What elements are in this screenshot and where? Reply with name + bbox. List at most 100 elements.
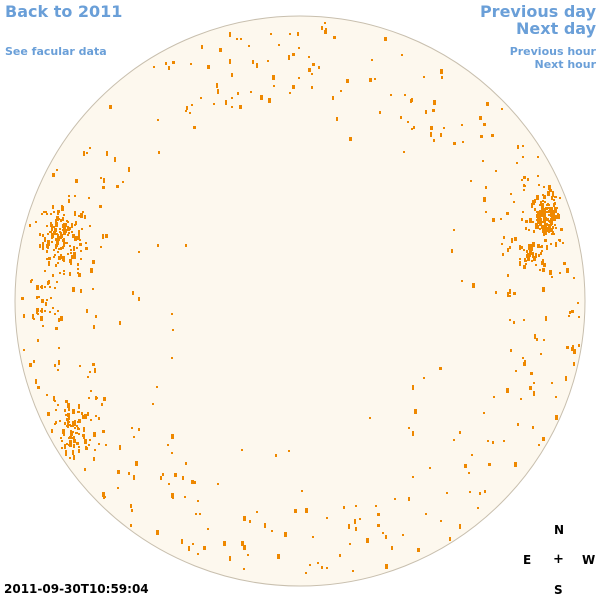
facula-dot <box>51 233 53 238</box>
facula-dot <box>181 539 183 544</box>
facula-dot <box>472 283 475 288</box>
facula-dot <box>548 207 550 209</box>
facula-dot <box>167 444 169 446</box>
facula-dot <box>185 462 187 465</box>
observation-timestamp: 2011-09-30T10:59:04 <box>4 582 149 596</box>
facula-dot <box>578 344 580 347</box>
facula-dot <box>527 253 530 256</box>
previous-day-link[interactable]: Previous day <box>479 2 596 21</box>
facula-dot <box>81 228 83 230</box>
facula-dot <box>539 269 541 271</box>
facula-dot <box>60 219 62 222</box>
facula-dot <box>74 195 76 197</box>
next-day-link[interactable]: Next day <box>516 19 596 38</box>
facula-dot <box>54 423 56 425</box>
facula-dot <box>54 313 56 315</box>
facula-dot <box>410 99 412 103</box>
facula-dot <box>69 440 72 445</box>
facula-dot <box>71 223 73 228</box>
facula-dot <box>502 253 504 256</box>
facula-dot <box>318 66 320 69</box>
facula-dot <box>78 433 80 435</box>
facula-dot <box>69 227 71 230</box>
facula-dot <box>486 102 489 106</box>
facula-dot <box>529 249 531 254</box>
facula-dot <box>543 339 545 341</box>
facula-dot <box>69 457 71 459</box>
facula-dot <box>64 229 67 233</box>
facula-dot <box>35 379 37 384</box>
facula-dot <box>551 276 553 278</box>
facula-dot <box>37 339 39 342</box>
facula-dot <box>63 434 65 436</box>
facula-dot <box>84 468 86 471</box>
facula-dot <box>160 476 162 480</box>
facula-dot <box>58 248 60 250</box>
facula-dot <box>44 286 46 288</box>
facula-dot <box>541 221 543 223</box>
facula-dot <box>551 382 553 384</box>
facula-dot <box>49 286 51 288</box>
facula-dot <box>71 255 73 259</box>
facula-dot <box>65 450 67 453</box>
facula-dot <box>537 225 539 227</box>
facula-dot <box>484 490 486 493</box>
facula-dot <box>72 450 74 455</box>
facula-dot <box>539 221 542 226</box>
facula-dot <box>411 128 413 130</box>
facula-dot <box>93 325 95 329</box>
facula-dot <box>51 226 53 231</box>
facula-dot <box>485 186 487 189</box>
facula-dot <box>229 59 231 64</box>
facula-dot <box>199 513 201 515</box>
facula-dot <box>44 270 46 272</box>
facula-dot <box>203 546 206 550</box>
facula-dot <box>36 296 38 299</box>
facula-dot <box>542 268 545 272</box>
facula-dot <box>76 432 78 434</box>
facula-dot <box>53 396 55 401</box>
facula-dot <box>103 178 105 183</box>
facula-dot <box>88 397 90 399</box>
facula-dot <box>275 454 277 457</box>
facula-dot <box>231 73 233 77</box>
facula-dot <box>39 244 41 248</box>
facula-dot <box>53 226 55 228</box>
facula-dot <box>31 279 33 281</box>
facula-dot <box>240 38 242 40</box>
facula-dot <box>69 424 71 426</box>
facula-dot <box>62 429 65 434</box>
facula-dot <box>57 404 59 406</box>
facula-dot <box>74 236 77 241</box>
facula-dot <box>288 55 290 60</box>
back-to-year-link[interactable]: Back to 2011 <box>5 2 123 21</box>
see-facular-data-link[interactable]: See facular data <box>5 45 107 58</box>
facula-dot <box>73 455 75 460</box>
facula-dot <box>185 244 187 247</box>
next-hour-link[interactable]: Next hour <box>534 58 597 71</box>
facula-dot <box>83 429 85 432</box>
facula-dot <box>58 256 61 260</box>
facula-dot <box>425 110 427 114</box>
facula-dot <box>65 225 67 227</box>
facula-dot <box>65 453 67 456</box>
facula-dot <box>223 541 226 546</box>
facula-dot <box>440 520 442 522</box>
facula-dot <box>168 483 170 485</box>
facula-dot <box>552 231 554 233</box>
facula-dot <box>537 219 540 224</box>
facula-dot <box>549 270 552 275</box>
facula-dot <box>188 546 190 551</box>
facula-dot <box>105 234 108 238</box>
facula-dot <box>495 170 497 172</box>
facula-dot <box>546 245 548 250</box>
facula-dot <box>544 201 546 203</box>
previous-hour-link[interactable]: Previous hour <box>509 45 596 58</box>
facula-dot <box>77 263 79 266</box>
facula-dot <box>551 196 553 200</box>
facula-dot <box>550 243 552 245</box>
facula-dot <box>84 439 87 444</box>
facula-dot <box>451 249 453 253</box>
facula-dot <box>346 79 349 83</box>
facula-dot <box>71 231 73 233</box>
